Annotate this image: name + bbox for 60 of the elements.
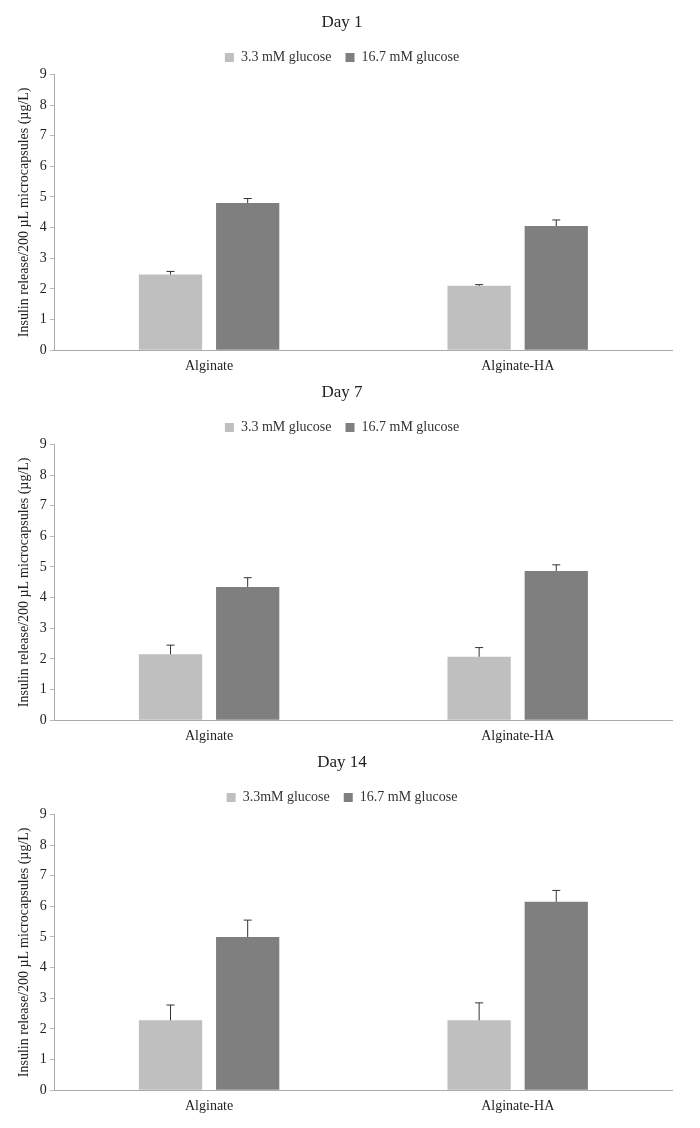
y-tick-label: 2 bbox=[39, 1020, 47, 1036]
legend-label: 3.3mM glucose bbox=[242, 789, 330, 805]
y-tick-label: 2 bbox=[39, 650, 47, 666]
y-tick-label: 8 bbox=[39, 466, 47, 482]
bar bbox=[447, 1020, 511, 1090]
y-tick-label: 6 bbox=[39, 158, 47, 174]
y-tick-label: 6 bbox=[39, 528, 47, 544]
y-tick-label: 7 bbox=[39, 867, 47, 883]
bar bbox=[524, 226, 588, 350]
chart-title: Day 1 bbox=[321, 11, 363, 31]
y-tick-label: 3 bbox=[39, 619, 47, 635]
y-tick-label: 5 bbox=[39, 558, 47, 574]
bar bbox=[138, 274, 203, 350]
x-tick-label: Alginate-HA bbox=[481, 728, 556, 744]
y-tick-label: 9 bbox=[39, 806, 47, 822]
y-axis-title: Insulin release/200 µL microcapsules (µg/L) bbox=[16, 457, 33, 708]
y-tick-label: 9 bbox=[39, 436, 47, 452]
bar bbox=[216, 203, 280, 350]
legend-label: 3.3 mM glucose bbox=[240, 49, 332, 65]
y-tick-label: 8 bbox=[39, 836, 47, 852]
chart-title: Day 7 bbox=[321, 381, 364, 401]
y-tick-label: 8 bbox=[39, 96, 47, 112]
legend-label: 3.3 mM glucose bbox=[240, 419, 332, 435]
y-tick-label: 3 bbox=[39, 249, 47, 265]
y-tick-label: 5 bbox=[39, 928, 47, 944]
y-tick-label: 5 bbox=[39, 188, 47, 204]
y-tick-label: 9 bbox=[39, 66, 47, 82]
y-tick-label: 0 bbox=[39, 711, 47, 727]
bar bbox=[447, 656, 511, 720]
bar bbox=[138, 654, 203, 720]
x-tick-label: Alginate-HA bbox=[481, 358, 556, 374]
y-tick-label: 4 bbox=[39, 589, 47, 605]
x-tick-label: Alginate bbox=[184, 728, 234, 744]
y-tick-label: 4 bbox=[39, 219, 47, 235]
x-tick-label: Alginate bbox=[184, 1098, 234, 1114]
y-tick-label: 6 bbox=[39, 898, 47, 914]
y-tick-label: 3 bbox=[39, 989, 47, 1005]
legend-label: 16.7 mM glucose bbox=[361, 49, 460, 65]
y-axis-title: Insulin release/200 µL microcapsules (µg/L) bbox=[16, 827, 33, 1078]
bar bbox=[216, 936, 280, 1090]
y-tick-label: 0 bbox=[39, 341, 47, 357]
y-tick-label: 2 bbox=[39, 280, 47, 296]
y-tick-label: 1 bbox=[39, 681, 47, 697]
y-tick-label: 7 bbox=[39, 127, 47, 143]
x-tick-label: Alginate-HA bbox=[481, 1098, 556, 1114]
chart-title: Day 14 bbox=[317, 751, 368, 771]
y-tick-label: 7 bbox=[39, 497, 47, 513]
y-tick-label: 1 bbox=[39, 311, 47, 327]
bar bbox=[138, 1020, 203, 1090]
x-tick-label: Alginate bbox=[184, 358, 234, 374]
bar bbox=[524, 570, 588, 720]
legend-label: 16.7 mM glucose bbox=[359, 789, 458, 805]
y-tick-label: 4 bbox=[39, 959, 47, 975]
bar bbox=[524, 901, 588, 1090]
legend-label: 16.7 mM glucose bbox=[361, 419, 460, 435]
bar bbox=[216, 586, 280, 720]
y-tick-label: 0 bbox=[39, 1081, 47, 1097]
bar bbox=[447, 285, 511, 350]
y-axis-title: Insulin release/200 µL microcapsules (µg/L) bbox=[16, 87, 33, 338]
y-tick-label: 1 bbox=[39, 1051, 47, 1067]
